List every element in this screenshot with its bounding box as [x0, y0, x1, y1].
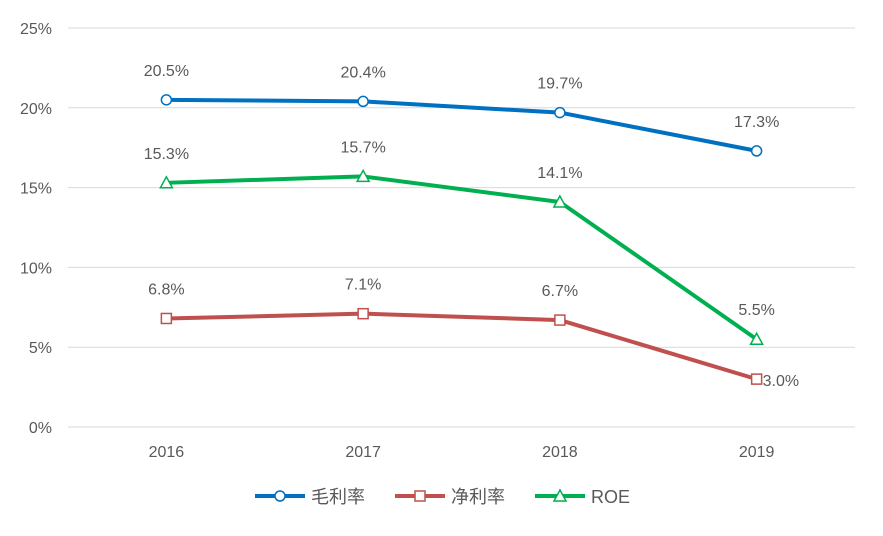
y-tick-label: 25%: [20, 21, 52, 38]
data-label: 20.4%: [340, 64, 385, 81]
legend-marker: [414, 490, 426, 502]
data-point-marker: [159, 175, 174, 189]
x-tick-label: 2018: [542, 444, 578, 461]
y-tick-label: 5%: [29, 340, 52, 357]
data-point-marker: [357, 307, 369, 320]
data-label: 6.7%: [542, 283, 578, 300]
data-point-marker: [552, 194, 568, 208]
data-point-marker: [160, 312, 173, 325]
data-label: 5.5%: [738, 302, 774, 319]
legend-label: 净利率: [451, 487, 505, 507]
data-point-marker: [355, 168, 371, 183]
data-label: 7.1%: [345, 277, 381, 294]
data-point-marker: [750, 145, 763, 157]
data-label: 15.3%: [144, 146, 189, 163]
data-label: 19.7%: [537, 76, 582, 93]
series-line-2: [166, 174, 758, 341]
data-label: 17.3%: [734, 114, 779, 131]
series-line-1: [166, 311, 758, 382]
data-label: 3.0%: [763, 373, 799, 390]
data-label: 20.5%: [144, 63, 189, 80]
data-point-marker: [357, 95, 369, 108]
x-tick-label: 2016: [149, 444, 185, 461]
legend-marker: [552, 488, 568, 502]
x-tick-label: 2017: [345, 444, 381, 461]
data-point-marker: [160, 94, 173, 106]
data-label: 15.7%: [340, 139, 385, 156]
y-tick-label: 10%: [20, 260, 52, 277]
y-tick-label: 20%: [20, 101, 52, 118]
data-label: 14.1%: [537, 165, 582, 182]
series-line-0: [166, 97, 758, 153]
data-label: 6.8%: [148, 281, 184, 298]
legend-marker: [274, 490, 286, 502]
legend-label: ROE: [591, 487, 630, 507]
data-point-marker: [554, 314, 566, 326]
data-point-marker: [749, 331, 764, 345]
y-tick-label: 15%: [20, 181, 52, 198]
y-tick-label: 0%: [29, 420, 52, 437]
legend-label: 毛利率: [311, 487, 365, 507]
data-point-marker: [750, 373, 763, 385]
x-tick-label: 2019: [739, 444, 775, 461]
data-point-marker: [554, 106, 566, 119]
